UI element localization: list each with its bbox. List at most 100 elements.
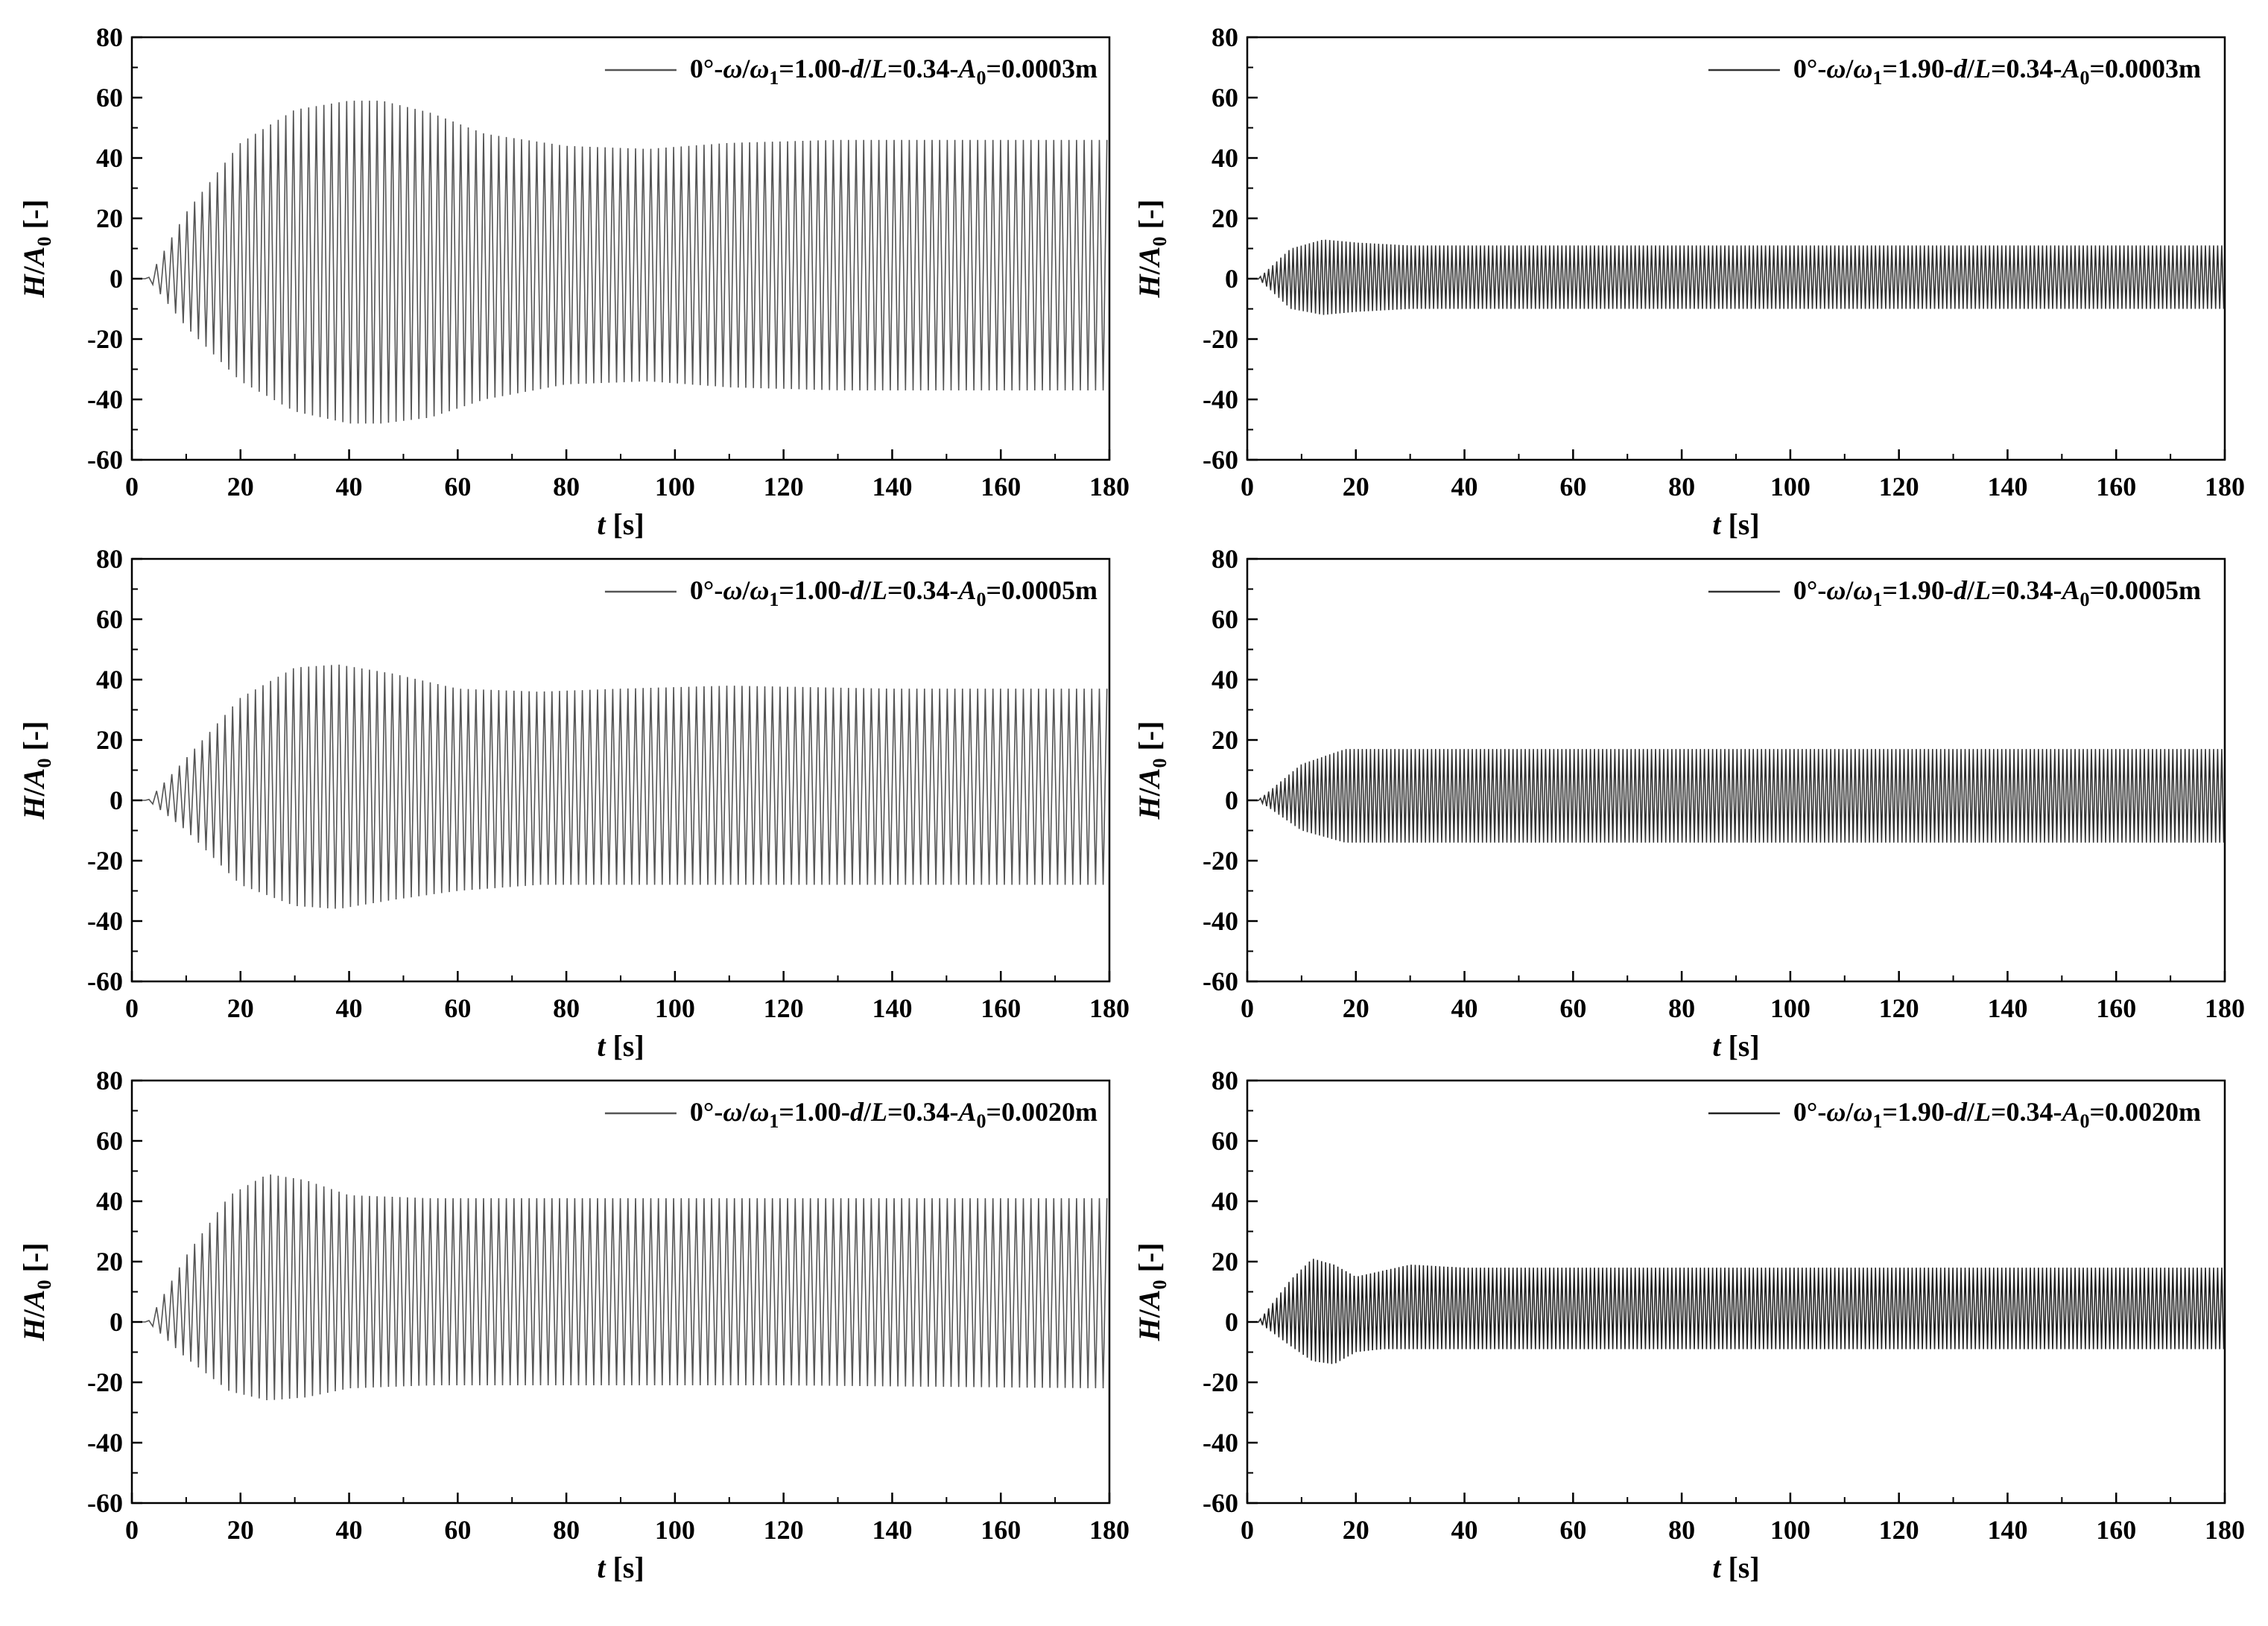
y-axis-slash: / [1133, 787, 1166, 797]
x-tick-label: 20 [1343, 472, 1369, 502]
legend-part: A [957, 575, 976, 605]
legend-part: 0 [2079, 67, 2089, 89]
legend-part: A [957, 54, 976, 83]
x-tick-label: 120 [764, 472, 804, 502]
legend-part: d [1954, 54, 1968, 83]
legend-part: d [850, 575, 864, 605]
x-tick-label: 140 [872, 993, 912, 1023]
x-tick-label: 20 [227, 1515, 254, 1545]
x-axis-var: t [597, 1029, 606, 1063]
y-axis-slash: / [17, 787, 51, 797]
legend-part: A [957, 1097, 976, 1127]
x-tick-label: 100 [655, 472, 695, 502]
y-axis-unit: [-] [1133, 1243, 1166, 1280]
legend-part: =0.34- [887, 54, 959, 83]
x-tick-label: 160 [2096, 1515, 2136, 1545]
y-tick-label: -60 [1203, 445, 1238, 475]
x-axis-var: t [597, 507, 606, 541]
legend-part: ω [723, 575, 742, 605]
x-tick-label: 0 [1241, 993, 1254, 1023]
y-tick-label: 20 [1211, 203, 1238, 233]
legend-part: 0°- [1793, 54, 1826, 83]
x-tick-label: 60 [1559, 1515, 1586, 1545]
y-tick-label: 40 [96, 1186, 123, 1216]
legend-part: =0.0003m [986, 54, 1097, 83]
y-axis-var: H [1133, 794, 1166, 820]
legend-part: 0 [976, 589, 986, 610]
x-axis-label: t [s] [597, 507, 644, 541]
y-tick-label: -20 [87, 324, 123, 354]
y-tick-label: 0 [110, 1307, 123, 1337]
legend-label: 0°-ω/ω1=1.00-d/L=0.34-A0=0.0003m [690, 54, 1097, 89]
legend: 0°-ω/ω1=1.00-d/L=0.34-A0=0.0005m [604, 575, 1097, 610]
legend-part: =0.0020m [986, 1097, 1097, 1127]
panel-middle-right: 0 20 40 60 80 100 120 140 160 180-60-40-200204060… [1133, 544, 2245, 1063]
legend-part: 0°- [690, 54, 723, 83]
y-tick-label: 20 [96, 203, 123, 233]
legend-part: / [863, 1097, 872, 1127]
x-tick-label: 0 [125, 472, 139, 502]
x-tick-label: 140 [872, 1515, 912, 1545]
legend-part: / [1966, 1097, 1975, 1127]
y-tick-label: 60 [1211, 1126, 1238, 1156]
legend-part: 1 [1872, 1110, 1882, 1132]
legend-label: 0°-ω/ω1=1.90-d/L=0.34-A0=0.0005m [1793, 575, 2201, 610]
y-tick-label: 40 [1211, 1186, 1238, 1216]
y-tick-label: 80 [1211, 22, 1238, 52]
x-tick-label: 160 [2096, 993, 2136, 1023]
y-axis-var: A [17, 1290, 51, 1312]
legend-part: / [863, 575, 872, 605]
panel-bottom-left: 0 20 40 60 80 100 120 140 160 180-60-40-200204060… [17, 1066, 1130, 1584]
legend-part: L [870, 1097, 887, 1127]
x-tick-label: 60 [444, 1515, 471, 1545]
legend-part: 0 [976, 1110, 986, 1132]
legend-part: / [1845, 1097, 1854, 1127]
y-tick-label: -40 [1203, 1428, 1238, 1458]
legend-part: ω [1853, 54, 1872, 83]
legend-part: =1.90- [1882, 1097, 1954, 1127]
x-tick-label: 120 [1879, 472, 1919, 502]
series-line [1247, 749, 2225, 843]
plot-frame [130, 1079, 1111, 1505]
legend-part: ω [1826, 1097, 1846, 1127]
x-axis-unit: [s] [605, 507, 644, 541]
x-axis-unit: [s] [1720, 1551, 1759, 1584]
legend-label: 0°-ω/ω1=1.00-d/L=0.34-A0=0.0020m [690, 1097, 1097, 1132]
x-tick-label: 140 [1987, 1515, 2027, 1545]
y-axis-subscript: 0 [1149, 1280, 1171, 1290]
y-axis-unit: [-] [17, 200, 51, 237]
plot-frame [130, 36, 1111, 461]
y-axis-unit: [-] [17, 721, 51, 759]
y-tick-label: -40 [1203, 385, 1238, 414]
y-axis-var: A [17, 768, 51, 791]
x-tick-label: 0 [1241, 1515, 1254, 1545]
y-axis-var: H [17, 794, 51, 820]
legend-part: ω [750, 54, 769, 83]
panel-bottom-right: 0 20 40 60 80 100 120 140 160 180-60-40-200204060… [1133, 1066, 2245, 1584]
legend-part: =0.34- [887, 1097, 959, 1127]
y-tick-label: 60 [1211, 83, 1238, 113]
y-tick-label: -60 [1203, 1488, 1238, 1518]
legend-part: / [741, 54, 750, 83]
x-tick-label: 80 [553, 1515, 580, 1545]
panel-top-right: 0 20 40 60 80 100 120 140 160 180-60-40-200204060… [1133, 22, 2245, 541]
x-tick-label: 60 [1559, 993, 1586, 1023]
x-tick-label: 0 [125, 1515, 139, 1545]
y-axis-var: H [1133, 273, 1166, 298]
y-axis-label: H/A0 [-] [1133, 200, 1171, 299]
legend-part: ω [723, 54, 742, 83]
y-axis-slash: / [17, 1309, 51, 1318]
x-tick-label: 160 [981, 472, 1021, 502]
plot-frame [1246, 36, 2226, 461]
legend-part: =0.0005m [2089, 575, 2201, 605]
legend-part: =0.0020m [2089, 1097, 2201, 1127]
y-tick-label: 0 [110, 264, 123, 294]
x-tick-label: 20 [227, 472, 254, 502]
legend-part: d [850, 1097, 864, 1127]
legend-part: =1.90- [1882, 54, 1954, 83]
y-tick-label: -40 [87, 906, 123, 936]
legend-part: ω [750, 1097, 769, 1127]
y-tick-label: 20 [1211, 1247, 1238, 1277]
series-line [132, 1174, 1108, 1401]
